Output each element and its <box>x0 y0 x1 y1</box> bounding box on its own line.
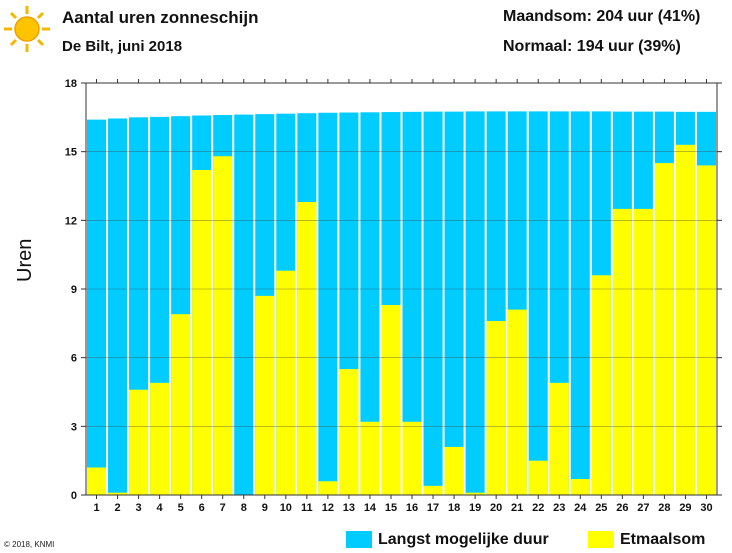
bar-actual-day-13 <box>339 369 359 495</box>
bar-max-day-1 <box>87 119 107 495</box>
x-tick-label: 21 <box>511 502 523 514</box>
bar-actual-day-1 <box>87 467 107 495</box>
legend-swatch-actual <box>588 531 614 548</box>
bar-actual-day-27 <box>633 208 653 495</box>
bar-actual-day-20 <box>486 321 506 495</box>
x-tick-label: 18 <box>448 502 460 514</box>
bar-actual-day-24 <box>570 478 590 495</box>
bar-actual-day-10 <box>276 270 296 495</box>
bar-actual-day-25 <box>591 275 611 495</box>
bar-actual-day-7 <box>213 156 233 495</box>
legend-swatch-max <box>346 531 372 548</box>
bar-actual-day-3 <box>129 389 149 495</box>
bar-max-day-22 <box>528 111 548 495</box>
legend-label-max: Langst mogelijke duur <box>378 531 549 548</box>
x-tick-label: 6 <box>199 502 205 514</box>
x-tick-label: 17 <box>427 502 439 514</box>
bar-actual-day-18 <box>444 446 464 495</box>
bar-actual-day-9 <box>255 295 275 495</box>
bar-actual-day-23 <box>549 382 569 495</box>
copyright: © 2018, KNMI <box>4 540 55 549</box>
bar-actual-day-16 <box>402 421 422 495</box>
chart-subtitle: De Bilt, juni 2018 <box>62 38 183 55</box>
bar-actual-day-30 <box>696 165 716 495</box>
bar-actual-day-5 <box>171 314 191 495</box>
x-tick-label: 14 <box>364 502 377 514</box>
x-tick-label: 5 <box>178 502 184 514</box>
x-tick-label: 19 <box>469 502 481 514</box>
x-tick-label: 22 <box>532 502 544 514</box>
bar-max-day-16 <box>402 111 422 495</box>
x-tick-label: 20 <box>490 502 502 514</box>
y-tick-label: 3 <box>71 421 77 433</box>
bar-max-day-8 <box>234 114 254 495</box>
bar-actual-day-21 <box>507 309 527 495</box>
x-tick-label: 10 <box>280 502 292 514</box>
x-tick-label: 12 <box>322 502 334 514</box>
bar-max-day-19 <box>465 111 485 495</box>
chart-title: Aantal uren zonneschijn <box>62 8 259 27</box>
x-tick-label: 3 <box>136 502 142 514</box>
bar-actual-day-29 <box>675 144 695 496</box>
plot-frame <box>85 82 718 496</box>
normal-total: Normaal: 194 uur (39%) <box>503 38 681 55</box>
legend-label-actual: Etmaalsom <box>620 531 706 548</box>
bar-actual-day-28 <box>654 163 674 495</box>
bar-actual-day-26 <box>612 208 632 495</box>
x-tick-label: 8 <box>241 502 247 514</box>
bar-actual-day-15 <box>381 305 401 495</box>
x-tick-label: 26 <box>616 502 628 514</box>
x-tick-label: 1 <box>93 502 99 514</box>
bar-actual-day-14 <box>360 421 380 495</box>
bar-max-day-24 <box>570 111 590 495</box>
x-tick-label: 23 <box>553 502 565 514</box>
bar-actual-day-6 <box>192 169 212 495</box>
x-tick-label: 16 <box>406 502 418 514</box>
bar-max-day-18 <box>444 111 464 495</box>
bar-actual-day-11 <box>297 202 317 495</box>
x-tick-label: 30 <box>700 502 712 514</box>
x-tick-label: 29 <box>679 502 691 514</box>
bar-actual-day-2 <box>108 492 128 495</box>
bar-actual-day-12 <box>318 481 338 495</box>
bar-max-day-17 <box>423 111 443 495</box>
bar-max-day-2 <box>108 118 128 495</box>
y-tick-label: 6 <box>71 353 77 365</box>
y-tick-label: 15 <box>65 147 77 159</box>
x-tick-label: 15 <box>385 502 397 514</box>
x-tick-label: 25 <box>595 502 607 514</box>
bar-max-day-14 <box>360 112 380 495</box>
bar-actual-day-22 <box>528 460 548 495</box>
x-tick-label: 4 <box>157 502 164 514</box>
y-tick-label: 9 <box>71 284 77 296</box>
bar-actual-day-4 <box>150 382 170 495</box>
sun-icon <box>4 6 50 52</box>
bar-actual-day-17 <box>423 485 443 495</box>
x-tick-label: 9 <box>262 502 268 514</box>
x-tick-label: 27 <box>637 502 649 514</box>
x-tick-label: 11 <box>301 502 313 514</box>
bar-max-day-12 <box>318 112 338 495</box>
x-tick-label: 7 <box>220 502 226 514</box>
month-total: Maandsom: 204 uur (41%) <box>503 8 701 25</box>
x-tick-label: 13 <box>343 502 355 514</box>
y-tick-label: 0 <box>71 490 77 502</box>
x-tick-label: 28 <box>658 502 670 514</box>
bar-actual-day-19 <box>465 492 485 495</box>
x-tick-label: 2 <box>114 502 120 514</box>
y-tick-label: 18 <box>65 78 77 90</box>
x-tick-label: 24 <box>574 502 587 514</box>
y-tick-label: 12 <box>65 215 77 227</box>
